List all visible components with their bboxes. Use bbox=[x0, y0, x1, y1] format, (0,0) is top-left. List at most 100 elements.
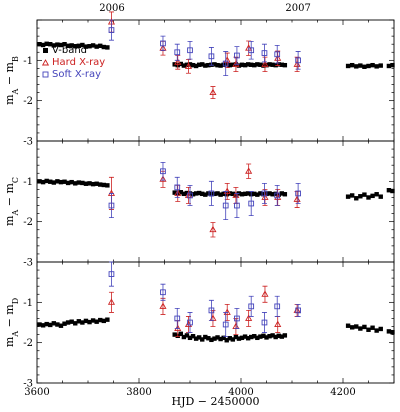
vband-point bbox=[65, 180, 71, 186]
vband-point bbox=[94, 181, 99, 186]
vband-point bbox=[236, 63, 242, 68]
hard-xray-point bbox=[209, 88, 217, 96]
soft-xray-errorbar bbox=[234, 46, 240, 65]
vband-point bbox=[184, 190, 190, 196]
vband-point bbox=[193, 63, 199, 69]
x-tick-label: 4200 bbox=[330, 387, 355, 398]
soft-xray-point bbox=[208, 190, 215, 197]
y-axis-label-a-minus-b: mA − mB bbox=[3, 56, 20, 105]
vband-point bbox=[187, 335, 193, 341]
vband-point bbox=[370, 325, 375, 330]
soft-xray-point bbox=[187, 319, 193, 326]
vband-point bbox=[105, 317, 110, 322]
soft-xray-point bbox=[160, 289, 166, 296]
year-label-2006: 2006 bbox=[99, 3, 124, 14]
vband-point bbox=[69, 179, 74, 185]
vband-point bbox=[90, 43, 96, 48]
vband-point bbox=[55, 179, 60, 184]
vband-point bbox=[184, 62, 190, 67]
vband-point bbox=[215, 191, 220, 196]
legend-vband-label: V-band bbox=[52, 45, 87, 56]
vband-point bbox=[187, 62, 193, 67]
vband-point bbox=[279, 191, 284, 196]
vband-point bbox=[224, 192, 229, 197]
vband-point bbox=[230, 191, 236, 197]
vband-point bbox=[270, 62, 275, 67]
soft-xray-errorbar bbox=[234, 193, 240, 219]
vband-point bbox=[386, 188, 392, 193]
soft-xray-point bbox=[108, 202, 115, 209]
hard-xray-point bbox=[174, 58, 182, 65]
vband-point bbox=[224, 62, 229, 67]
vband-point bbox=[245, 191, 251, 196]
vband-point bbox=[358, 326, 363, 331]
soft-xray-errorbar bbox=[187, 312, 193, 333]
soft-xray-errorbar bbox=[261, 182, 267, 204]
vband-point bbox=[181, 63, 187, 68]
vband-point bbox=[65, 320, 71, 325]
hard-xray-errorbar bbox=[262, 189, 268, 206]
vband-point bbox=[276, 192, 281, 197]
vband-point bbox=[58, 42, 64, 48]
vband-point bbox=[76, 180, 82, 185]
vband-point bbox=[270, 192, 275, 197]
soft-xray-errorbar bbox=[261, 43, 267, 63]
vband-point bbox=[190, 62, 196, 68]
vband-point bbox=[58, 323, 64, 328]
vband-point bbox=[354, 324, 359, 329]
vband-point bbox=[215, 62, 220, 68]
soft-xray-point bbox=[248, 200, 255, 207]
vband-point bbox=[230, 337, 236, 342]
vband-point bbox=[83, 44, 89, 49]
hard-xray-point bbox=[209, 225, 217, 233]
vband-point bbox=[87, 44, 92, 49]
vband-point bbox=[345, 194, 351, 199]
vband-point bbox=[190, 334, 196, 339]
vband-point bbox=[73, 181, 78, 186]
vband-point bbox=[255, 62, 260, 67]
panel-a-minus-b: mA − mB V-band Hard X-ray Soft X-ray -1 -… bbox=[3, 11, 395, 148]
x-tick-label: 4000 bbox=[228, 387, 253, 398]
soft-xray-point bbox=[187, 47, 193, 54]
vband-point bbox=[354, 196, 359, 201]
vband-point bbox=[267, 191, 272, 196]
vband-point bbox=[190, 192, 196, 197]
vband-point bbox=[44, 178, 49, 184]
vband-point bbox=[386, 63, 392, 69]
soft-xray-point bbox=[174, 184, 181, 191]
vband-point bbox=[252, 191, 257, 197]
soft-xray-errorbar bbox=[208, 299, 214, 321]
ylabel-sub-2: C bbox=[11, 177, 20, 183]
soft-xray-errorbar bbox=[274, 45, 280, 64]
vband-point bbox=[227, 336, 232, 341]
vband-point bbox=[218, 192, 223, 197]
vband-point bbox=[94, 319, 99, 324]
vband-point bbox=[366, 63, 371, 69]
vband-point bbox=[390, 62, 395, 68]
hard-xray-point bbox=[107, 298, 116, 305]
soft-xray-errorbar bbox=[160, 35, 166, 52]
vband-point bbox=[196, 62, 202, 67]
vband-point bbox=[105, 45, 110, 50]
vband-point bbox=[101, 318, 107, 324]
legend-hard-label: Hard X-ray bbox=[52, 57, 105, 68]
soft-xray-errorbar bbox=[208, 47, 214, 66]
vband-point bbox=[261, 333, 266, 339]
hard-xray-point bbox=[159, 175, 167, 182]
soft-xray-point bbox=[234, 202, 240, 209]
vband-point bbox=[273, 334, 278, 340]
vband-point bbox=[69, 43, 74, 48]
vband-point bbox=[209, 337, 214, 343]
vband-point bbox=[249, 334, 254, 340]
legend: V-band Hard X-ray Soft X-ray bbox=[41, 45, 105, 80]
vband-point bbox=[258, 191, 263, 196]
vband-point bbox=[98, 43, 103, 49]
hard-xray-point bbox=[245, 314, 253, 321]
vband-point bbox=[267, 334, 272, 339]
vband-point bbox=[37, 322, 42, 327]
vband-point bbox=[76, 43, 82, 49]
year-labels: 2006 2007 bbox=[99, 3, 311, 14]
vband-point bbox=[267, 62, 272, 67]
soft-xray-point bbox=[274, 51, 281, 58]
soft-xray-errorbar bbox=[160, 283, 166, 301]
